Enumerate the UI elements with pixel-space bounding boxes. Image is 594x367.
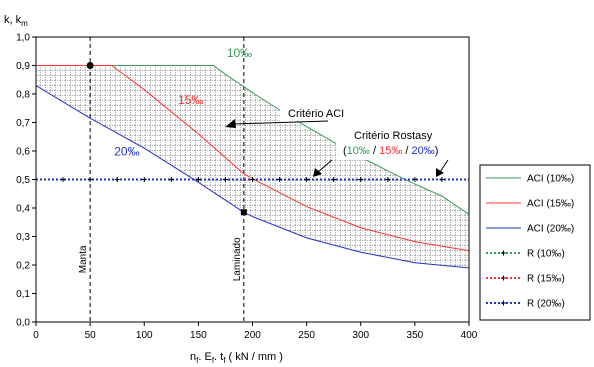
reference-line-labels: Manta Laminado — [78, 237, 243, 281]
series-point-11 — [331, 177, 337, 182]
x-tick-label-7: 350 — [407, 330, 424, 341]
legend-swatch-mark-5 — [501, 300, 506, 306]
series-point-1 — [60, 177, 66, 182]
rostasy-arrow-left-head — [313, 168, 322, 177]
y-tick-label-2: 0,2 — [16, 261, 30, 272]
curve-labels: 10‰ 15‰ 20‰ — [114, 46, 252, 158]
legend-label-4: R (15‰) — [527, 274, 565, 285]
y-axis-label: k, km — [4, 14, 28, 28]
shaded-band — [36, 65, 469, 268]
aci-annotation-arrow-line — [232, 120, 329, 125]
series-point-13 — [385, 177, 391, 182]
y-tick-label-8: 0,8 — [16, 90, 30, 101]
series-layer — [36, 65, 469, 269]
series-point-4 — [141, 177, 147, 182]
x-tick-label-2: 100 — [136, 330, 153, 341]
series-point-9 — [277, 177, 283, 182]
aci-annotation-arrow-head — [225, 119, 236, 128]
aci-annotation-box — [280, 104, 354, 121]
x-tick-label-5: 250 — [298, 330, 315, 341]
legend-label-1: ACI (15‰) — [527, 199, 574, 210]
rostasy-annotation-box — [336, 127, 454, 160]
aci-annotation-text: Critério ACI — [288, 108, 344, 120]
x-tick-label-1: 50 — [85, 330, 97, 341]
series-point-6 — [195, 177, 201, 182]
x-tick-label-0: 0 — [33, 330, 39, 341]
rostasy-annotation-legend: (10‰ / 15‰ / 20‰) — [343, 145, 438, 157]
rostasy-arrow-right-line — [439, 159, 449, 173]
curve-label-0: 10‰ — [227, 46, 252, 60]
curve-label-1: 15‰ — [178, 93, 203, 107]
y-tick-label-1: 0,1 — [16, 289, 30, 300]
y-tick-label-7: 0,7 — [16, 118, 30, 129]
series-point-15 — [439, 177, 445, 182]
x-tick-label-3: 150 — [190, 330, 207, 341]
series-point-5 — [168, 177, 174, 182]
reference-line-label-1: Laminado — [232, 237, 243, 281]
legend-swatch-mark-3 — [501, 250, 506, 256]
legend-label-3: R (10‰) — [527, 249, 565, 260]
x-tick-label-6: 300 — [352, 330, 369, 341]
curve-label-2: 20‰ — [114, 144, 139, 158]
y-tick-label-5: 0,5 — [16, 175, 30, 186]
series-line-1 — [36, 65, 469, 252]
rostasy-arrow-right-head — [436, 168, 444, 177]
y-tick-label-9: 0,9 — [16, 61, 30, 72]
legend: ACI (10‰) ACI (15‰) ACI (20‰) R (10‰) R (15‰… — [479, 164, 591, 321]
series-point-12 — [358, 177, 364, 182]
y-tick-label-6: 0,6 — [16, 147, 30, 158]
series-line-2 — [36, 85, 469, 269]
series-point-8 — [250, 177, 255, 182]
x-axis: 0 50 100 150 200 250 300 350 400 — [33, 322, 478, 341]
x-tick-label-4: 200 — [244, 330, 261, 341]
rostasy-annotation: Critério Rostasy (10‰ / 15‰ / 20‰) — [313, 127, 454, 177]
series-point-7 — [222, 177, 228, 182]
rostasy-arrow-left-line — [317, 159, 333, 173]
y-tick-label-4: 0,4 — [16, 204, 30, 215]
x-tick-label-8: 400 — [461, 330, 478, 341]
reference-line-label-0: Manta — [78, 245, 89, 273]
rostasy-annotation-title: Critério Rostasy — [354, 130, 433, 142]
legend-label-0: ACI (10‰) — [527, 174, 574, 185]
legend-box — [479, 164, 591, 321]
y-tick-label-0: 0,0 — [16, 318, 30, 329]
series-point-2 — [87, 177, 93, 182]
series-point-14 — [412, 177, 418, 182]
aci-annotation: Critério ACI — [225, 104, 354, 128]
legend-label-2: ACI (20‰) — [527, 224, 574, 235]
marker-1 — [240, 209, 247, 216]
legend-label-5: R (20‰) — [527, 299, 565, 310]
legend-swatch-mark-4 — [501, 275, 506, 281]
markers — [86, 62, 247, 216]
x-axis-label: nf. Ef. tf ( kN / mm ) — [190, 351, 283, 365]
y-tick-label-10: 1,0 — [16, 33, 30, 44]
series-point-10 — [304, 177, 310, 182]
y-tick-label-3: 0,3 — [16, 232, 30, 243]
shaded-region — [36, 65, 469, 268]
series-point-3 — [114, 177, 120, 182]
marker-0 — [86, 62, 94, 69]
y-axis: 0,0 0,1 0,2 0,3 0,4 0,5 0,6 0,7 0,8 0,9 1,0 — [16, 33, 36, 329]
